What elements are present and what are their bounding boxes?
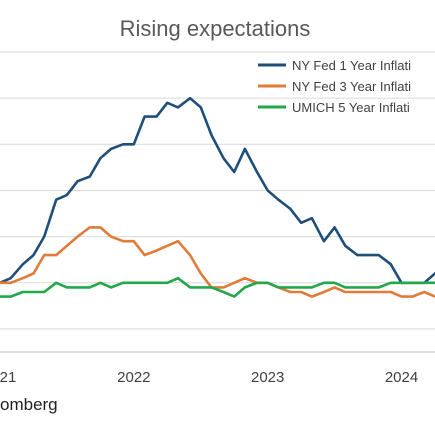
gridlines bbox=[0, 51, 435, 353]
x-axis-ticks: 21 2022 2023 2024 bbox=[0, 369, 418, 386]
source-label: omberg bbox=[0, 395, 58, 414]
chart-title: Rising expectations bbox=[120, 16, 311, 41]
series-line-1 bbox=[0, 96, 435, 285]
legend-label: NY Fed 1 Year Inflati bbox=[292, 58, 411, 73]
x-tick-label: 2023 bbox=[251, 369, 284, 386]
series-line-3 bbox=[0, 276, 435, 298]
legend-label: UMICH 5 Year Inflati bbox=[292, 100, 410, 115]
legend: NY Fed 1 Year Inflati NY Fed 3 Year Infla… bbox=[258, 58, 411, 115]
x-tick-label: 21 bbox=[0, 369, 16, 386]
legend-label: NY Fed 3 Year Inflati bbox=[292, 79, 411, 94]
x-tick-label: 2024 bbox=[385, 369, 418, 386]
series-line-2 bbox=[0, 226, 435, 298]
x-tick-label: 2022 bbox=[117, 369, 150, 386]
series-layer bbox=[0, 96, 435, 298]
